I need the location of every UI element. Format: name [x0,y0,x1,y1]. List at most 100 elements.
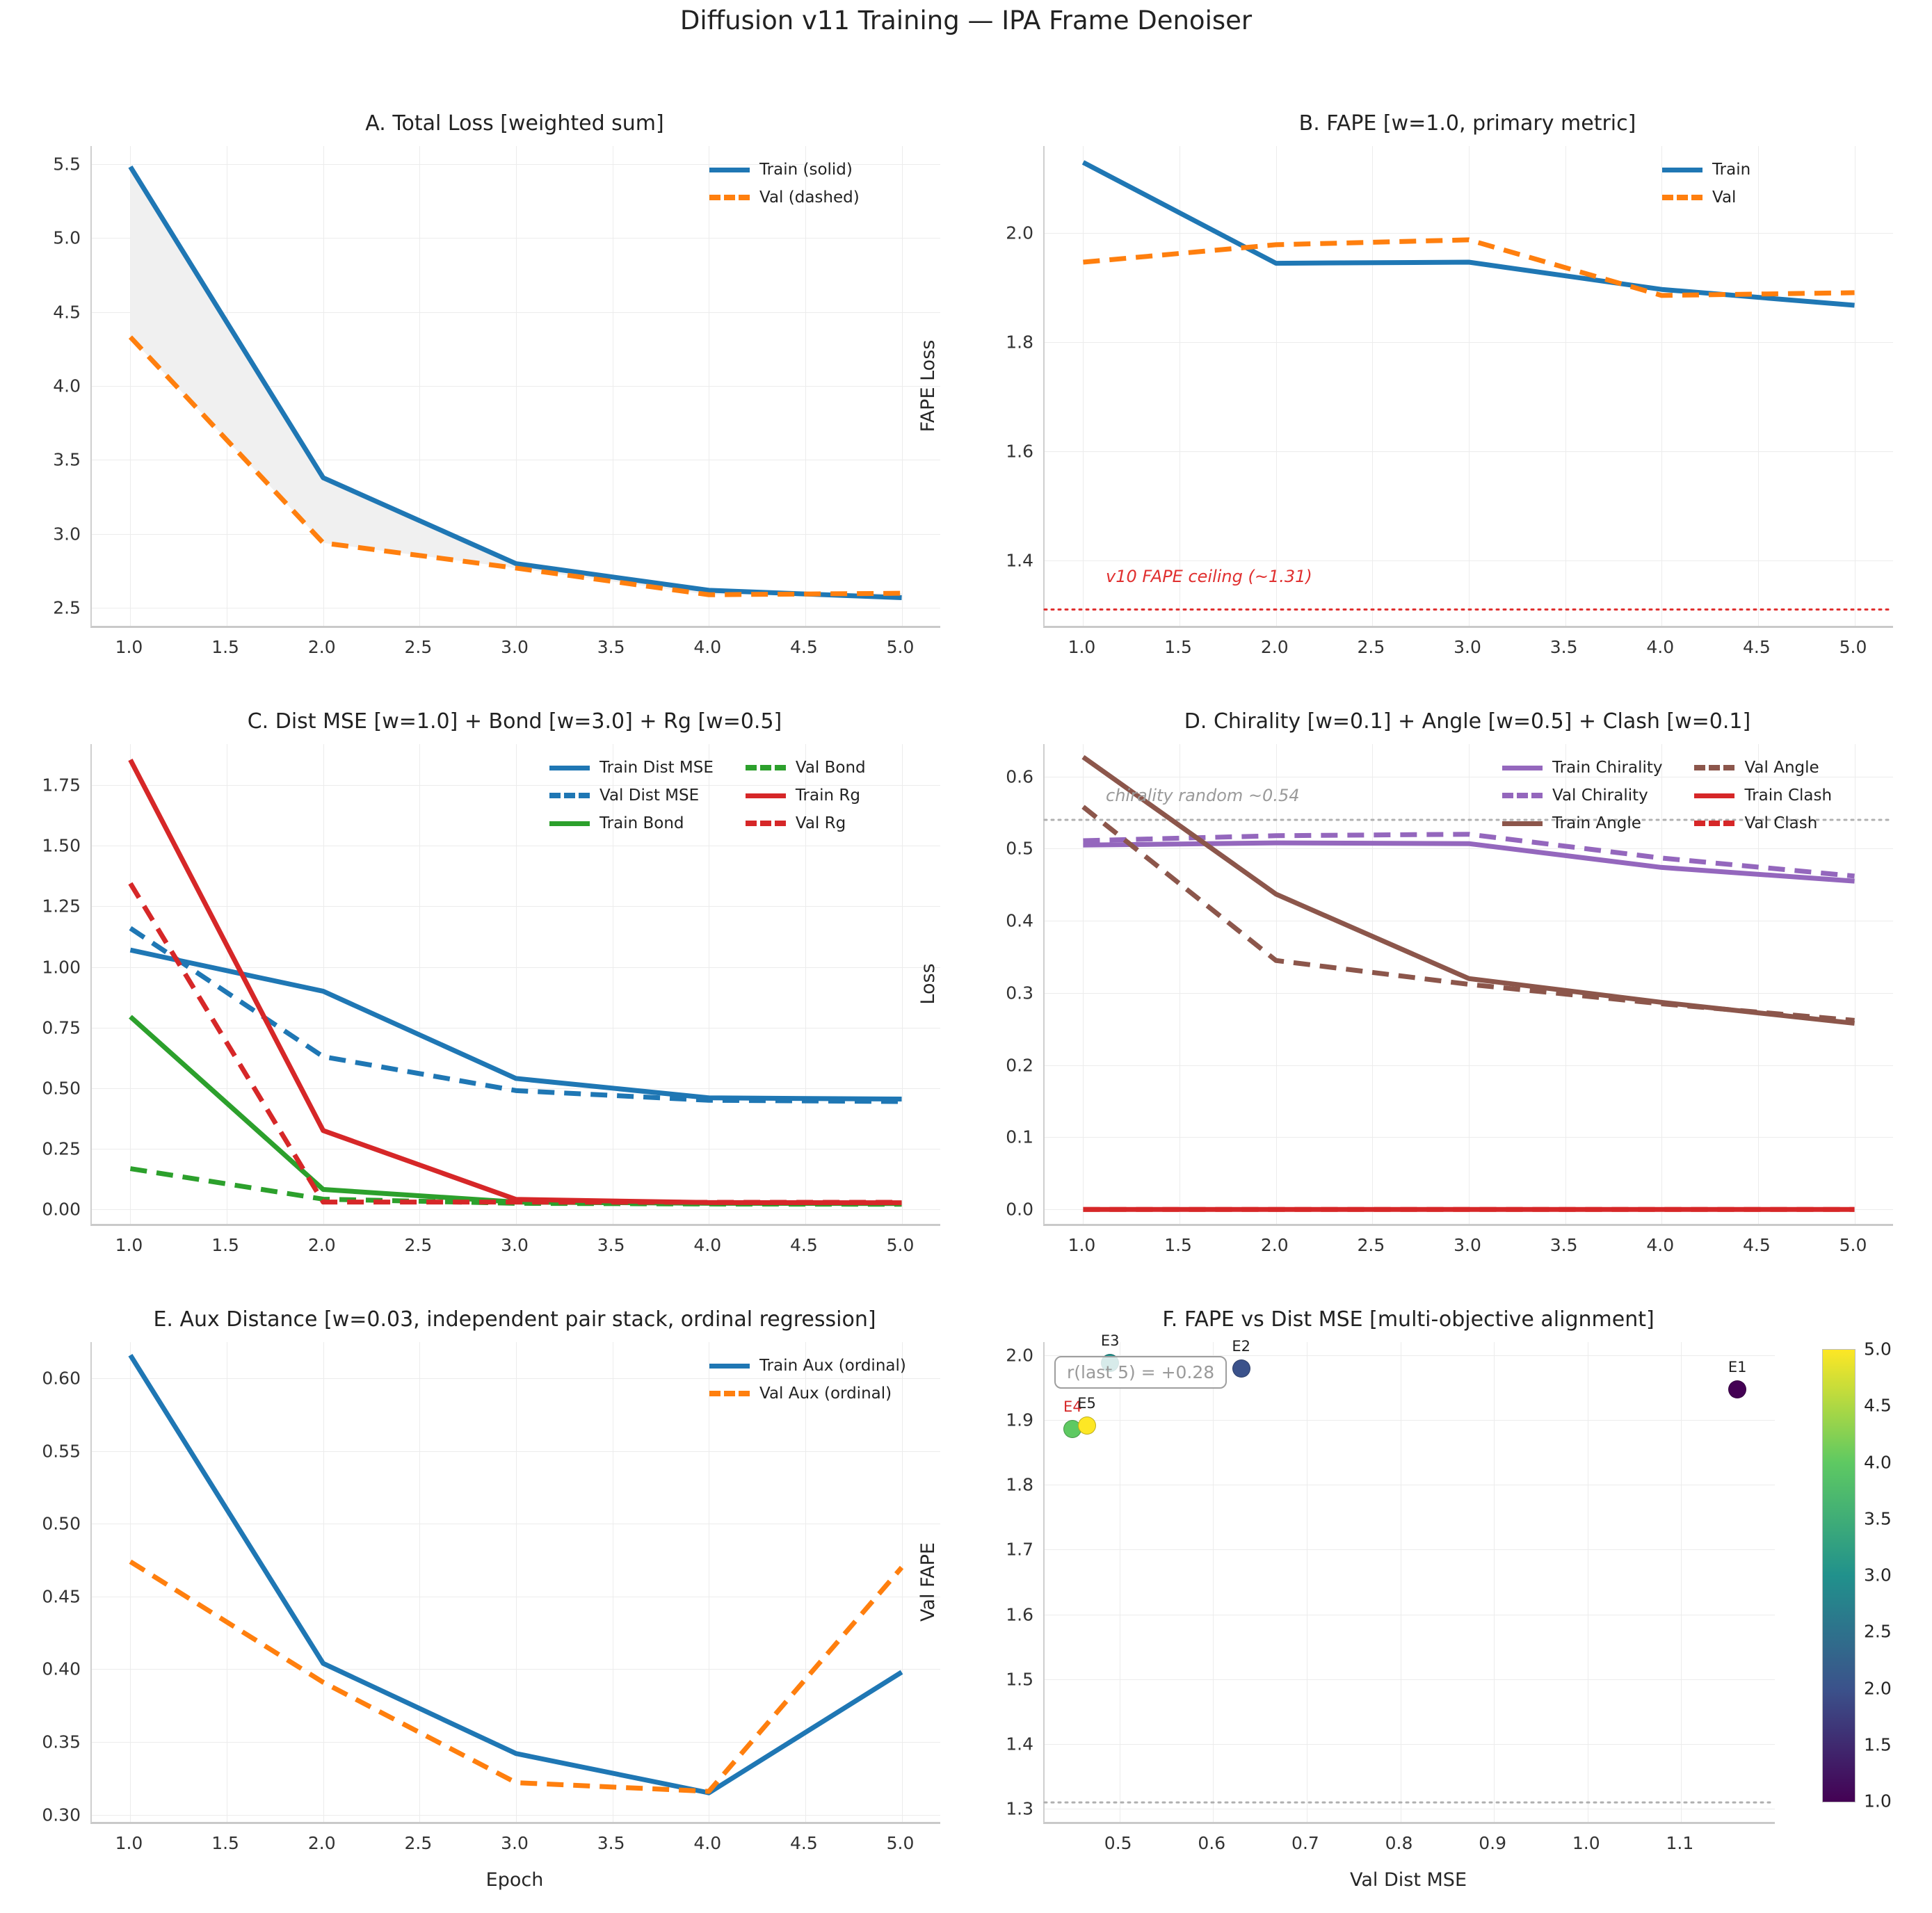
legend-item-train-dist-mse[interactable]: Train Dist MSE [549,754,714,782]
x-tick-a: 1.5 [211,637,239,657]
legend-swatch [1694,821,1735,826]
correlation-badge: r(last 5) = +0.28 [1054,1356,1227,1389]
y-tick-f: 1.7 [1006,1539,1033,1560]
legend-item-val-aux-ordinal-[interactable]: Val Aux (ordinal) [709,1380,906,1407]
legend-item-val-angle[interactable]: Val Angle [1694,754,1832,782]
series-line-train-chirality [1083,840,1855,884]
series-line-val-dist-mse [129,926,902,1104]
colorbar-tick: 1.0 [1864,1791,1892,1811]
legend-swatch [1694,793,1735,798]
legend-swatch [709,167,750,172]
y-tick-b: 1.8 [1006,332,1033,353]
legend-item-train-bond[interactable]: Train Bond [549,809,714,837]
legend-item-train[interactable]: Train [1662,156,1750,184]
x-tick-d: 5.0 [1839,1235,1867,1255]
x-tick-f: 0.8 [1385,1833,1413,1853]
colorbar-tick: 4.0 [1864,1452,1892,1472]
y-tick-a: 4.5 [53,302,81,323]
series-line-val [1083,237,1855,298]
panel-title-e: E. Aux Distance [w=0.03, independent pai… [153,1307,876,1332]
scatter-point-e1[interactable] [1728,1380,1747,1399]
x-tick-e: 5.0 [886,1833,915,1853]
x-tick-a: 4.5 [790,637,818,657]
legend-item-val-dist-mse[interactable]: Val Dist MSE [549,782,714,809]
x-tick-a: 2.5 [404,637,433,657]
legend-item-train-rg[interactable]: Train Rg [745,782,866,809]
legend-label: Train Dist MSE [599,759,714,777]
legend-swatch [549,821,590,826]
legend-c: Train Dist MSE Val Dist MSE Train Bond Val … [549,754,866,837]
x-tick-b: 5.0 [1839,637,1867,657]
x-tick-c: 3.5 [597,1235,625,1255]
legend-label: Train Clash [1744,786,1833,805]
colorbar-tick: 2.5 [1864,1621,1892,1642]
colorbar-tick: 3.5 [1864,1508,1892,1529]
y-tick-a: 5.0 [53,227,81,248]
y-tick-d: 0.1 [1006,1127,1033,1147]
y-tick-d: 0.0 [1006,1199,1033,1220]
series-line-train-dist-mse [129,947,902,1102]
legend-label: Train Rg [795,786,860,805]
legend-label: Val Clash [1744,814,1818,832]
legend-label: Train Aux (ordinal) [759,1357,906,1375]
legend-item-train-clash[interactable]: Train Clash [1694,782,1832,809]
y-tick-a: 3.5 [53,449,81,470]
y-tick-d: 0.6 [1006,766,1033,787]
y-tick-f: 1.3 [1006,1798,1033,1819]
y-tick-c: 1.00 [42,957,81,978]
colorbar-tick: 5.0 [1864,1339,1892,1359]
x-tick-a: 1.0 [115,637,143,657]
x-tick-c: 4.0 [693,1235,722,1255]
x-tick-a: 5.0 [886,637,915,657]
scatter-point-e5[interactable] [1077,1416,1096,1435]
legend-label: Train (solid) [759,161,853,179]
x-tick-d: 3.5 [1549,1235,1578,1255]
x-axis-label-f: Val Dist MSE [1349,1869,1467,1891]
x-tick-d: 4.0 [1646,1235,1675,1255]
panel-title-f: F. FAPE vs Dist MSE [multi-objective ali… [1162,1307,1655,1332]
colorbar-gradient [1822,1349,1855,1802]
series-line-train-bond [129,1015,902,1206]
x-axis-label-e: Epoch [485,1869,544,1891]
colorbar-tick: 1.5 [1864,1734,1892,1755]
y-axis-label-b: FAPE Loss [917,339,939,433]
scatter-point-e2[interactable] [1232,1359,1250,1378]
series-line-train [1081,160,1855,308]
x-tick-b: 4.5 [1743,637,1771,657]
legend-item-val-clash[interactable]: Val Clash [1694,809,1832,837]
legend-item-train-chirality[interactable]: Train Chirality [1502,754,1662,782]
legend-label: Val Rg [795,814,846,832]
legend-item-train-angle[interactable]: Train Angle [1502,809,1662,837]
y-tick-d: 0.4 [1006,910,1033,931]
legend-label: Val Bond [795,759,866,777]
legend-label: Train Bond [599,814,684,832]
y-tick-f: 1.9 [1006,1410,1033,1430]
legend-label: Val Aux (ordinal) [759,1385,892,1403]
legend-swatch [549,793,590,798]
y-tick-a: 5.5 [53,154,81,175]
x-tick-d: 3.0 [1454,1235,1481,1255]
legend-item-train-solid-[interactable]: Train (solid) [709,156,860,184]
legend-swatch [1502,765,1543,770]
colorbar-tick: 2.0 [1864,1678,1892,1698]
series-canvas-c [128,759,902,1207]
legend-item-val-rg[interactable]: Val Rg [745,809,866,837]
annotation-d: chirality random ~0.54 [1106,786,1300,806]
x-tick-f: 1.1 [1666,1833,1694,1853]
legend-item-train-aux-ordinal-[interactable]: Train Aux (ordinal) [709,1352,906,1380]
legend-d: Train Chirality Val Chirality Train Angle V… [1502,754,1832,837]
legend-item-val[interactable]: Val [1662,184,1750,211]
scatter-label-e5: E5 [1077,1395,1096,1412]
y-tick-e: 0.30 [42,1805,81,1825]
y-tick-c: 0.75 [42,1017,81,1038]
legend-label: Val (dashed) [759,188,860,207]
legend-item-val-dashed-[interactable]: Val (dashed) [709,184,860,211]
colorbar-tick: 4.5 [1864,1395,1892,1416]
x-tick-b: 1.0 [1068,637,1096,657]
colorbar-tick: 3.0 [1864,1565,1892,1585]
scatter-label-e1: E1 [1728,1359,1747,1376]
legend-item-val-bond[interactable]: Val Bond [745,754,866,782]
legend-item-val-chirality[interactable]: Val Chirality [1502,782,1662,809]
x-tick-e: 3.0 [501,1833,529,1853]
scatter-label-e2: E2 [1232,1338,1251,1355]
